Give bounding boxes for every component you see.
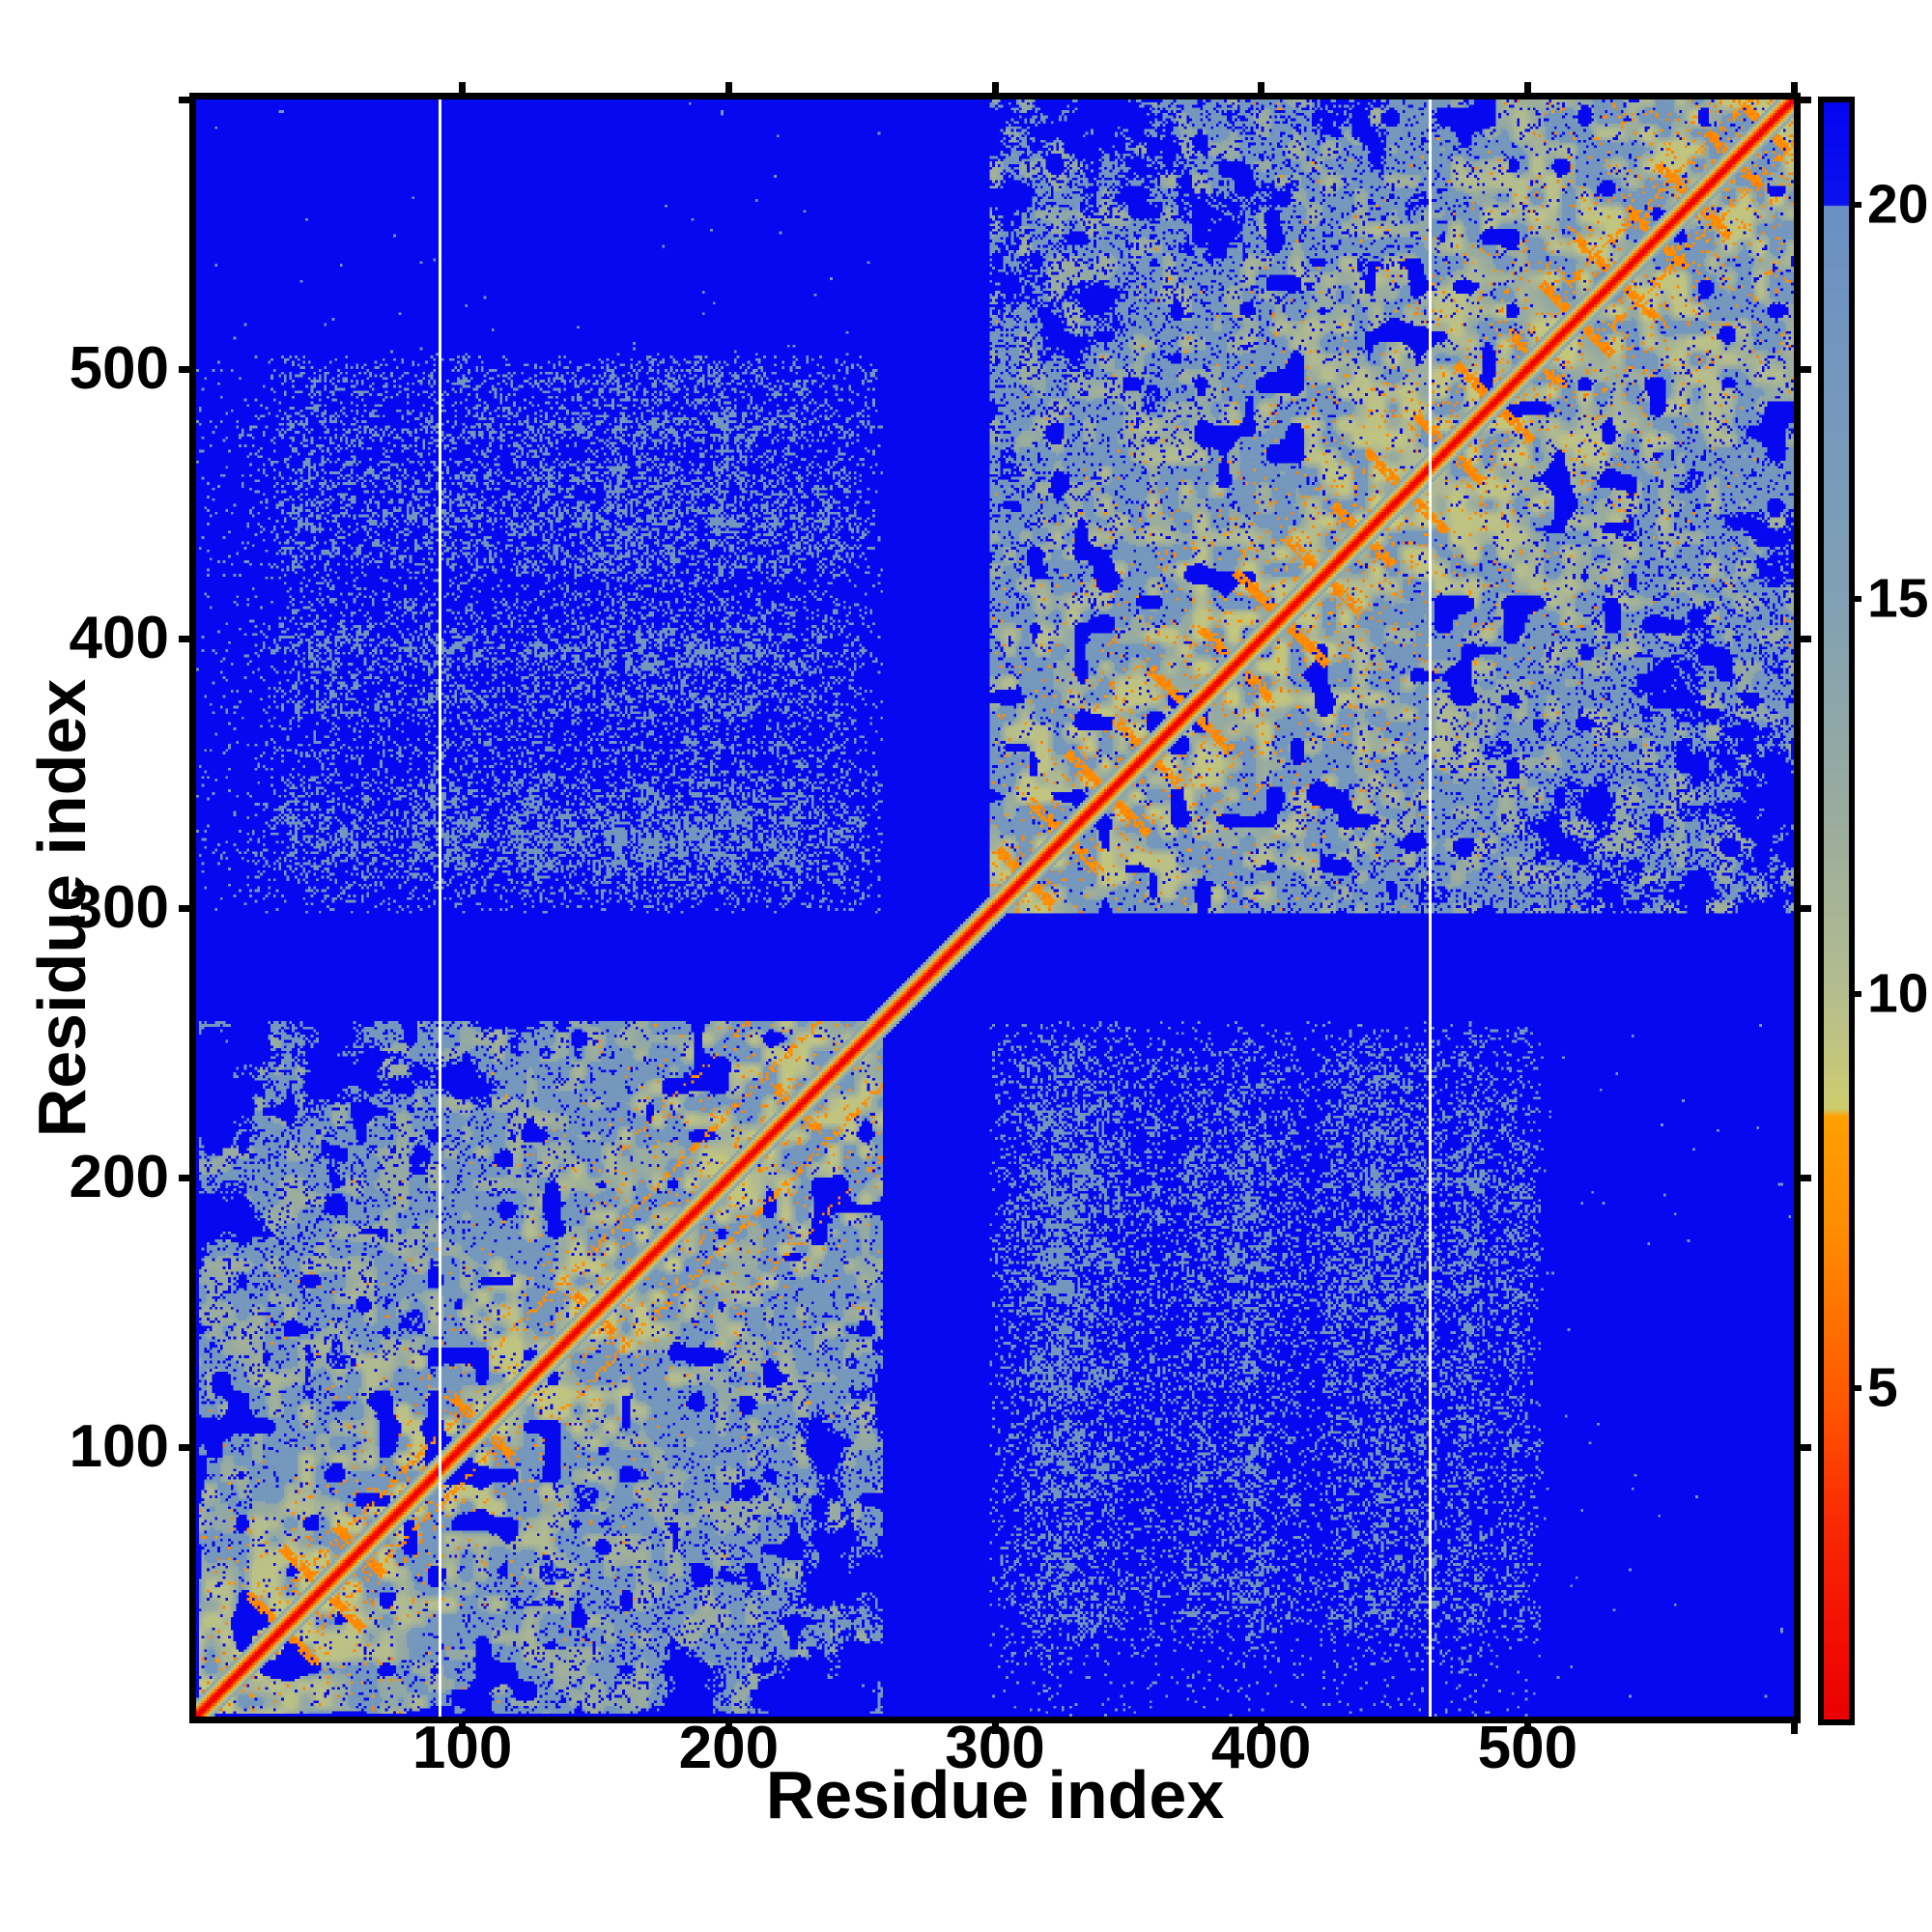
y-tick [179, 1174, 189, 1181]
x-tick [1523, 1723, 1531, 1734]
colorbar-tick [1849, 990, 1861, 997]
x-tick-label: 400 [1210, 1715, 1312, 1781]
x-tick-top [459, 82, 467, 93]
y-tick [179, 904, 189, 912]
y-tick-label: 400 [69, 605, 169, 671]
colorbar-tick [1849, 596, 1861, 603]
colorbar-tick-label: 15 [1867, 567, 1929, 630]
distance-matrix-heatmap [196, 99, 1794, 1717]
colorbar-tick-label: 10 [1867, 962, 1929, 1025]
chain-break-line [438, 99, 441, 1717]
y-tick-label: 500 [69, 335, 169, 402]
x-tick [1790, 1723, 1798, 1734]
x-tick-top [1790, 82, 1798, 93]
colorbar-tick [1849, 202, 1861, 209]
x-tick [1258, 1723, 1265, 1734]
x-tick-label: 500 [1477, 1715, 1578, 1781]
y-tick [179, 1443, 189, 1451]
y-tick-right [1801, 1443, 1811, 1451]
y-tick-right [1801, 96, 1811, 103]
x-tick-top [991, 82, 999, 93]
y-tick-right [1801, 635, 1811, 642]
x-tick-top [1258, 82, 1265, 93]
y-tick-right [1801, 1174, 1811, 1181]
x-tick-label: 100 [412, 1715, 513, 1781]
x-tick-top [1523, 82, 1531, 93]
y-tick [179, 365, 189, 373]
chain-break-line [1429, 99, 1433, 1717]
x-tick-label: 300 [945, 1715, 1045, 1781]
y-tick [179, 96, 189, 103]
colorbar-tick-label: 5 [1867, 1356, 1898, 1419]
colorbar-tick-label: 20 [1867, 173, 1929, 236]
y-tick-label: 200 [69, 1144, 169, 1210]
y-tick-right [1801, 365, 1811, 373]
x-axis-title: Residue index [765, 1757, 1225, 1833]
x-tick-top [724, 82, 732, 93]
colorbar-tick [1849, 1385, 1861, 1392]
y-tick-label: 100 [69, 1413, 169, 1480]
y-tick [179, 635, 189, 642]
y-tick-right [1801, 904, 1811, 912]
colorbar-frame [1818, 97, 1855, 1725]
x-tick-label: 200 [678, 1715, 780, 1781]
x-tick [724, 1723, 732, 1734]
x-tick [459, 1723, 467, 1734]
colorbar-gradient [1824, 102, 1849, 1719]
x-tick [991, 1723, 999, 1734]
y-tick-label: 300 [69, 874, 169, 941]
